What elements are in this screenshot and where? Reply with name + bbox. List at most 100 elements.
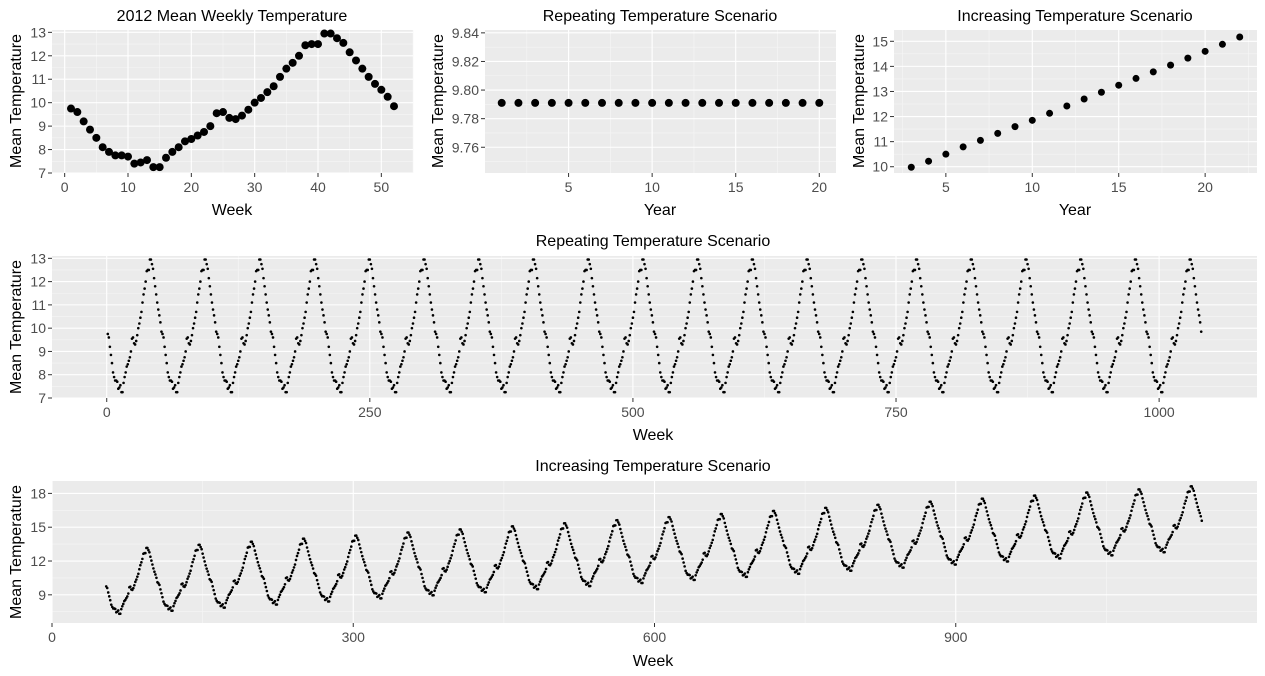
chart-5-data-point	[1111, 553, 1114, 557]
chart-5-data-point	[296, 551, 300, 555]
chart-5-data-point	[538, 580, 542, 583]
chart-5-data-point	[421, 576, 424, 580]
chart-5-data-point	[825, 508, 829, 512]
chart-5-data-point	[185, 580, 188, 584]
chart-4-data-point	[208, 284, 212, 288]
chart-4-data-point	[726, 371, 729, 374]
chart-5-data-point	[826, 510, 830, 514]
chart-5-data-point	[564, 524, 568, 527]
chart-5-data-point	[817, 523, 821, 527]
chart-4-data-point	[343, 371, 346, 374]
chart-5-data-point	[964, 536, 968, 539]
chart-5-data-point	[1109, 550, 1112, 554]
chart-4-data-point	[408, 339, 412, 343]
chart-4-data-point	[183, 355, 186, 359]
chart-4-data-point	[453, 365, 457, 368]
chart-4-data-point	[167, 375, 171, 379]
chart-5-data-point	[1036, 503, 1040, 506]
chart-4-data-point	[566, 355, 569, 359]
chart-3-points	[907, 33, 1244, 171]
chart-4-y-tick-label: 7	[38, 390, 46, 406]
chart-4-data-point	[549, 371, 553, 374]
chart-5-data-point	[1196, 505, 1200, 509]
chart-5-data-point	[196, 548, 199, 552]
chart-4-y-tick-label: 8	[38, 367, 46, 383]
chart-1-y-tick-label: 11	[31, 71, 46, 87]
chart-5-data-point	[416, 561, 419, 564]
chart-4-data-point	[975, 293, 979, 296]
chart-5-data-point	[1066, 536, 1070, 540]
chart-5-data-point	[1026, 511, 1030, 515]
chart-4-data-point	[571, 343, 575, 346]
chart-4-data-point	[436, 345, 440, 349]
chart-4-data-point	[265, 301, 268, 304]
chart-4-data-point	[126, 362, 130, 366]
chart-5-data-point	[869, 524, 872, 528]
chart-1-y-tick-label: 7	[38, 165, 46, 181]
chart-4-data-point	[955, 339, 959, 343]
chart-5-data-point	[617, 521, 620, 524]
chart-4-data-point	[760, 314, 763, 317]
chart-5-data-point	[348, 548, 352, 552]
chart-5-data-point	[672, 528, 675, 532]
chart-3-title: Increasing Temperature Scenario	[957, 8, 1192, 25]
chart-5-data-point	[543, 570, 547, 574]
chart-4-data-point	[590, 276, 594, 280]
chart-5-data-point	[1090, 503, 1093, 507]
chart-4-data-point	[161, 332, 164, 336]
chart-4-data-point	[585, 268, 588, 272]
chart-5-data-point	[804, 555, 808, 558]
chart-4-data-point	[118, 386, 121, 389]
chart-5-data-point	[405, 536, 408, 539]
chart-4-data-point	[186, 336, 190, 339]
chart-4-data-point	[537, 293, 541, 296]
chart-4-data-point	[972, 267, 976, 271]
chart-4-title: Repeating Temperature Scenario	[536, 233, 771, 250]
chart-5-data-point	[596, 564, 600, 568]
chart-1-data-point	[79, 117, 88, 126]
chart-5-data-point	[675, 539, 678, 543]
chart-4-data-point	[251, 293, 255, 296]
chart-5-data-point	[1188, 490, 1192, 493]
chart-4-data-point	[283, 383, 286, 387]
chart-5-data-point	[828, 519, 832, 522]
chart-4-data-point	[136, 326, 140, 330]
chart-5-data-point	[148, 550, 151, 554]
chart-5-data-point	[1049, 547, 1053, 551]
chart-4-data-point	[142, 293, 145, 296]
chart-4-data-point	[838, 359, 842, 363]
chart-4-data-point	[348, 350, 352, 353]
chart-4-data-point	[600, 336, 603, 339]
chart-4-data-point	[736, 339, 740, 343]
chart-5-points	[104, 485, 1204, 616]
chart-1-data-point	[276, 72, 284, 81]
chart-5-data-point	[952, 559, 956, 563]
chart-4-data-point	[542, 321, 545, 324]
chart-4-data-point	[795, 316, 799, 319]
chart-5-x-tick-label: 600	[643, 629, 667, 645]
chart-4-data-point	[127, 359, 131, 363]
chart-4-data-point	[125, 365, 129, 368]
chart-4-data-point	[698, 267, 702, 271]
chart-5-data-point	[262, 577, 266, 581]
chart-5-data-point	[474, 577, 478, 580]
chart-4-data-point	[728, 362, 732, 366]
chart-1-x-ticks: 0 10 20 30 40 50	[61, 173, 389, 195]
chart-4-data-point	[402, 355, 405, 359]
chart-1-x-tick-label: 0	[61, 179, 69, 195]
chart-5-data-point	[639, 578, 642, 581]
chart-5-data-point	[632, 572, 635, 576]
chart-5-data-point	[851, 564, 854, 568]
chart-5-data-point	[409, 535, 412, 539]
chart-4-data-point	[1073, 287, 1077, 290]
chart-5-data-point	[1061, 547, 1065, 550]
chart-4-data-point	[256, 268, 260, 272]
chart-5-data-point	[325, 596, 329, 600]
chart-4-data-point	[389, 380, 393, 384]
chart-4-data-point	[491, 345, 495, 349]
chart-5-data-point	[729, 542, 733, 546]
chart-5-data-point	[722, 517, 726, 520]
chart-4-data-point	[964, 287, 967, 290]
chart-5-data-point	[371, 587, 374, 591]
chart-4-data-point	[1193, 284, 1197, 288]
